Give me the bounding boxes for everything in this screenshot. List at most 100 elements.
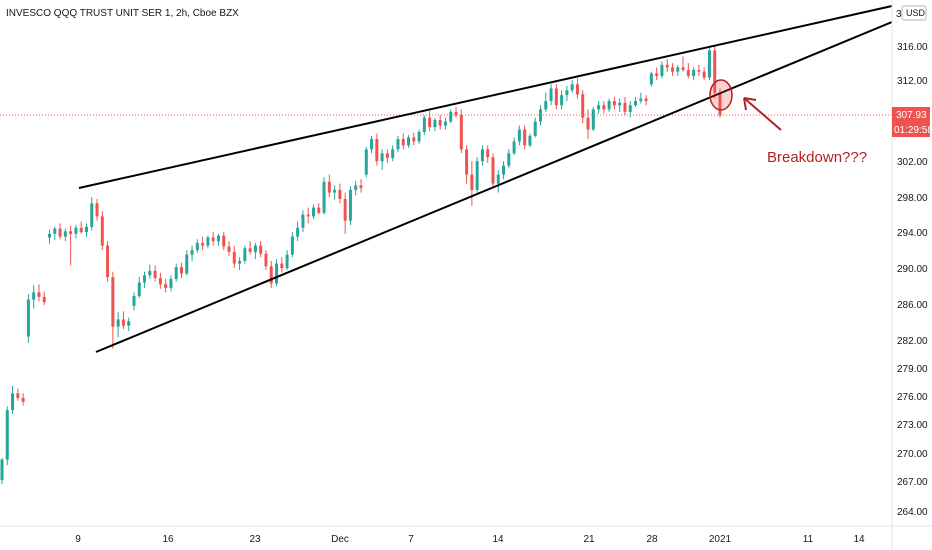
candle-body xyxy=(333,189,337,193)
x-tick-label: 14 xyxy=(492,534,504,545)
candle-body xyxy=(116,319,120,327)
candle-body xyxy=(607,101,611,110)
x-tick-label: 16 xyxy=(162,534,174,545)
candle-body xyxy=(164,284,168,288)
candle-body xyxy=(544,101,548,110)
candle-body xyxy=(153,270,157,278)
x-tick-label: 14 xyxy=(853,534,865,545)
candle-body xyxy=(84,226,88,233)
candle-body xyxy=(5,410,9,460)
candle-body xyxy=(454,111,458,116)
candle-body xyxy=(517,129,521,142)
candle-body xyxy=(586,117,590,130)
candle-body xyxy=(206,237,210,246)
candle-body xyxy=(243,248,247,261)
candle-body xyxy=(391,149,395,159)
y-tick-label: 316.00 xyxy=(897,42,928,53)
candle-body xyxy=(359,185,363,189)
candle-body xyxy=(222,235,226,247)
candle-body xyxy=(106,245,110,278)
candle-body xyxy=(713,50,717,93)
candle-body xyxy=(37,292,41,297)
candle-body xyxy=(665,64,669,68)
candle-body xyxy=(148,270,152,276)
chart-title: INVESCO QQQ TRUST UNIT SER 1, 2h, Cboe B… xyxy=(6,8,239,19)
candle-body xyxy=(227,246,231,252)
candle-body xyxy=(549,88,553,102)
candle-body xyxy=(417,131,421,142)
candle-body xyxy=(639,98,643,102)
y-tick-label: 302.00 xyxy=(897,157,928,168)
candle-body xyxy=(623,102,627,112)
price-axis-top-label: 3 xyxy=(896,9,902,20)
candle-body xyxy=(338,189,342,199)
x-tick-label: 21 xyxy=(583,534,595,545)
breakdown-annotation: Breakdown??? xyxy=(767,149,867,166)
candle-body xyxy=(26,299,30,337)
candle-body xyxy=(676,67,680,72)
candle-body xyxy=(697,69,701,72)
y-tick-label: 290.00 xyxy=(897,264,928,275)
candle-body xyxy=(385,153,389,159)
candle-body xyxy=(670,67,674,72)
candle-body xyxy=(232,251,236,264)
candle-body xyxy=(702,71,706,78)
x-tick-label: 28 xyxy=(646,534,658,545)
candle-body xyxy=(0,459,4,481)
candle-body xyxy=(407,137,411,146)
countdown-label: 01:29:58 xyxy=(894,125,932,136)
candle-body xyxy=(686,69,690,76)
candle-body xyxy=(591,109,595,130)
candle-body xyxy=(707,50,711,78)
candle-body xyxy=(180,267,183,274)
x-tick-label: 7 xyxy=(408,534,414,545)
candle-body xyxy=(480,149,484,162)
breakdown-circle xyxy=(709,79,733,111)
y-tick-label: 286.00 xyxy=(897,300,928,311)
candle-body xyxy=(90,203,94,227)
candle-body xyxy=(174,267,178,279)
candle-body xyxy=(79,227,83,233)
candle-body xyxy=(465,149,469,175)
candle-body xyxy=(475,161,479,190)
candle-body xyxy=(528,135,532,146)
candle-body xyxy=(327,181,331,193)
candle-body xyxy=(401,139,405,146)
candle-body xyxy=(201,242,205,246)
x-tick-label: 23 xyxy=(249,534,261,545)
candle-body xyxy=(364,149,368,175)
candle-body xyxy=(253,245,257,252)
candle-body xyxy=(375,139,379,162)
currency-badge[interactable]: USD xyxy=(901,5,927,21)
candle-body xyxy=(42,296,46,303)
candle-body xyxy=(660,64,664,76)
candle-body xyxy=(380,153,384,162)
candle-body xyxy=(634,101,638,106)
candle-body xyxy=(11,393,15,411)
y-tick-label: 282.00 xyxy=(897,336,928,347)
candle-body xyxy=(438,119,442,126)
y-tick-label: 270.00 xyxy=(897,449,928,460)
candle-body xyxy=(53,228,57,234)
candle-body xyxy=(348,189,352,221)
candle-body xyxy=(602,105,606,110)
candle-body xyxy=(433,119,437,128)
candle-body xyxy=(306,214,310,217)
candle-body xyxy=(470,174,474,190)
wedge-lower-trendline xyxy=(95,21,893,353)
candle-body xyxy=(343,198,347,221)
y-tick-label: 312.00 xyxy=(897,76,928,87)
candle-body xyxy=(195,242,199,251)
candle-body xyxy=(443,121,447,126)
candle-body xyxy=(296,227,300,237)
candle-body xyxy=(69,231,73,234)
candle-body xyxy=(370,139,374,150)
candle-body xyxy=(718,92,722,116)
candle-body xyxy=(322,181,326,213)
candle-body xyxy=(644,98,648,102)
candle-body xyxy=(143,275,147,283)
candle-body xyxy=(74,227,78,234)
